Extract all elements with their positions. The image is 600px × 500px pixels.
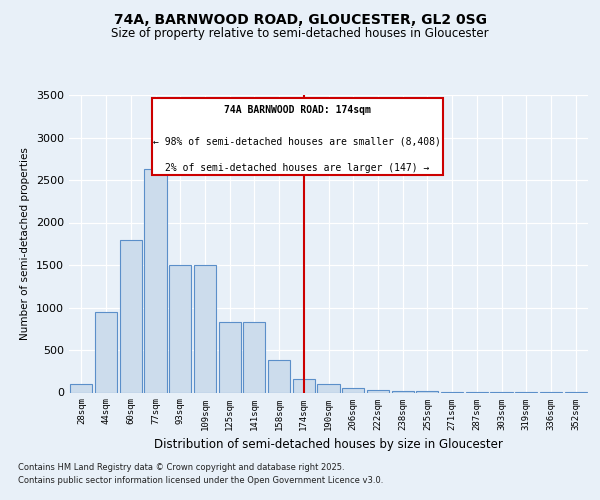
Bar <box>243 322 265 392</box>
Text: Contains HM Land Registry data © Crown copyright and database right 2025.: Contains HM Land Registry data © Crown c… <box>18 462 344 471</box>
Bar <box>145 169 167 392</box>
Text: Contains public sector information licensed under the Open Government Licence v3: Contains public sector information licen… <box>18 476 383 485</box>
Bar <box>293 379 315 392</box>
FancyBboxPatch shape <box>152 98 443 176</box>
Bar <box>317 384 340 392</box>
Text: 74A, BARNWOOD ROAD, GLOUCESTER, GL2 0SG: 74A, BARNWOOD ROAD, GLOUCESTER, GL2 0SG <box>113 12 487 26</box>
Text: 2% of semi-detached houses are larger (147) →: 2% of semi-detached houses are larger (1… <box>165 164 430 173</box>
Bar <box>194 265 216 392</box>
Bar <box>268 360 290 392</box>
Bar <box>416 391 439 392</box>
Bar <box>95 312 117 392</box>
Bar <box>119 240 142 392</box>
Y-axis label: Number of semi-detached properties: Number of semi-detached properties <box>20 148 31 340</box>
Bar <box>218 322 241 392</box>
Bar <box>342 388 364 392</box>
Text: ← 98% of semi-detached houses are smaller (8,408): ← 98% of semi-detached houses are smalle… <box>154 136 441 146</box>
Bar <box>169 265 191 392</box>
Bar <box>367 390 389 392</box>
Text: Size of property relative to semi-detached houses in Gloucester: Size of property relative to semi-detach… <box>111 28 489 40</box>
X-axis label: Distribution of semi-detached houses by size in Gloucester: Distribution of semi-detached houses by … <box>154 438 503 451</box>
Bar <box>392 391 414 392</box>
Text: 74A BARNWOOD ROAD: 174sqm: 74A BARNWOOD ROAD: 174sqm <box>224 106 371 116</box>
Bar <box>70 384 92 392</box>
